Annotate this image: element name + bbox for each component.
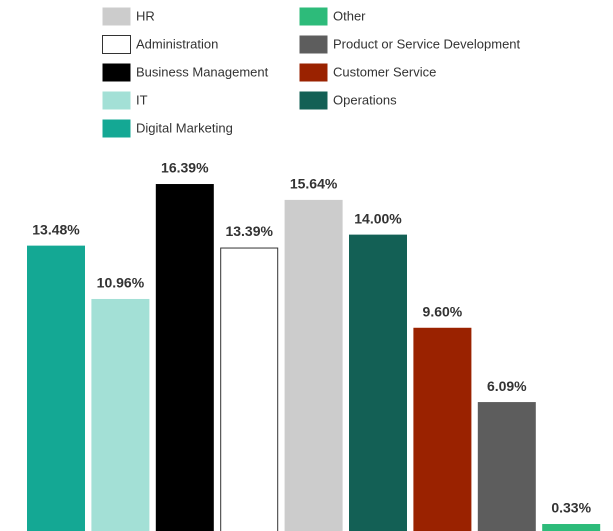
- value-label: 0.33%: [551, 500, 591, 516]
- legend-swatch: [102, 91, 131, 110]
- bar: [349, 234, 407, 531]
- legend-label: IT: [136, 92, 148, 107]
- value-label: 16.39%: [161, 160, 209, 176]
- value-label: 14.00%: [354, 210, 402, 226]
- legend-swatch: [299, 35, 328, 54]
- legend-label: HR: [136, 8, 155, 23]
- value-label: 6.09%: [487, 378, 527, 394]
- bar: [284, 199, 343, 531]
- bar: [542, 524, 601, 531]
- bar: [477, 402, 536, 531]
- legend-label: Customer Service: [333, 64, 436, 79]
- legend-label: Other: [333, 8, 366, 23]
- bar: [91, 298, 150, 531]
- legend-swatch: [299, 7, 328, 26]
- value-label: 15.64%: [290, 176, 338, 192]
- legend-label: Product or Service Development: [333, 36, 521, 51]
- value-label: 9.60%: [423, 303, 463, 319]
- legend-swatch: [102, 35, 131, 54]
- legend-label: Business Management: [136, 64, 269, 79]
- bar: [27, 245, 85, 531]
- legend-label: Administration: [136, 36, 218, 51]
- legend-label: Operations: [333, 92, 397, 107]
- bar: [220, 247, 279, 531]
- legend-swatch: [102, 63, 131, 82]
- legend-label: Digital Marketing: [136, 120, 233, 135]
- value-label: 13.39%: [225, 223, 273, 239]
- legend-swatch: [102, 119, 131, 138]
- bar: [413, 327, 472, 531]
- value-label: 10.96%: [97, 275, 145, 291]
- legend-swatch: [299, 63, 328, 82]
- legend-swatch: [299, 91, 328, 110]
- legend-swatch: [102, 7, 131, 26]
- value-label: 13.48%: [32, 221, 80, 237]
- bar: [155, 184, 214, 531]
